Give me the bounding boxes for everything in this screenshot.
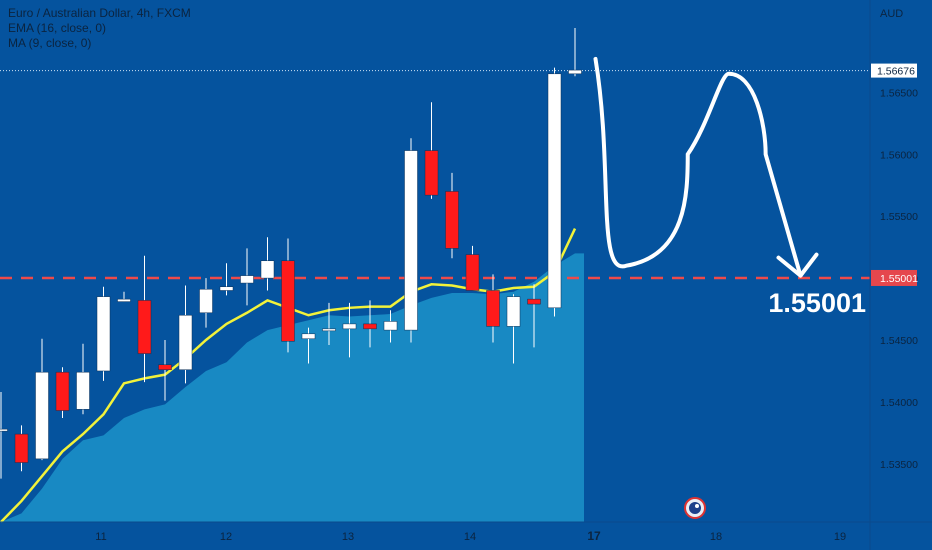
candle <box>383 310 398 343</box>
candle <box>404 138 418 343</box>
y-tick-label: 1.55500 <box>880 211 918 223</box>
y-tick-label: 1.56000 <box>880 149 918 161</box>
candles <box>0 28 582 479</box>
x-tick-label: 17 <box>587 529 601 543</box>
current-price-label: 1.56676 <box>877 66 915 78</box>
candle <box>568 28 582 77</box>
y-tick-label: 1.54500 <box>880 335 918 347</box>
chart-legend: Euro / Australian Dollar, 4h, FXCM EMA (… <box>8 6 191 51</box>
candle <box>322 302 336 345</box>
candle <box>178 285 193 384</box>
candle-body <box>76 371 90 410</box>
event-flag-icon <box>684 497 706 519</box>
x-tick-label: 19 <box>834 531 846 543</box>
candle <box>547 67 562 317</box>
target-label: 1.55001 <box>768 288 866 318</box>
candle <box>342 302 357 358</box>
candle <box>260 237 275 291</box>
candle <box>486 274 500 343</box>
candle-body <box>445 191 459 249</box>
candle <box>424 102 439 199</box>
candle-body <box>240 275 254 284</box>
candle <box>465 245 480 291</box>
time-axis: 11 12 13 14 17 18 19 <box>0 521 932 543</box>
x-tick-label: 13 <box>342 531 354 543</box>
candle-body <box>199 288 213 314</box>
candle-body <box>465 254 480 291</box>
candle-body <box>506 296 521 327</box>
ema-legend: EMA (16, close, 0) <box>8 21 107 35</box>
y-tick-label: 1.54000 <box>880 397 918 409</box>
symbol-title: Euro / Australian Dollar, 4h, FXCM <box>8 6 191 20</box>
candle-body <box>14 433 29 463</box>
candle <box>117 291 131 302</box>
candle-body <box>55 371 70 411</box>
candle <box>527 284 541 348</box>
candle-body <box>301 333 316 340</box>
candle-body <box>342 323 357 330</box>
candle <box>35 338 49 461</box>
y-tick-label: 1.56500 <box>880 87 918 99</box>
candle <box>158 340 172 401</box>
candle-body <box>547 73 562 309</box>
candle <box>240 248 254 306</box>
candle-body <box>363 323 377 330</box>
candle-body <box>35 371 49 460</box>
level-price-tag <box>871 269 917 286</box>
candle-body <box>137 300 152 354</box>
candle-body <box>158 364 172 370</box>
event-flag-inner <box>689 502 701 514</box>
forecast-arrowhead <box>776 252 819 278</box>
current-price-tag <box>871 63 917 78</box>
candle-body <box>486 290 500 327</box>
ma-legend: MA (9, close, 0) <box>8 36 92 50</box>
candle-body <box>322 328 336 332</box>
candle-body <box>404 150 418 331</box>
candle <box>281 238 295 353</box>
candle <box>506 294 521 364</box>
candle-body <box>527 298 541 305</box>
level-price-label: 1.55001 <box>880 273 918 285</box>
candle <box>96 286 111 381</box>
candle <box>219 263 234 296</box>
axis-currency: AUD <box>880 8 903 20</box>
x-tick-label: 14 <box>464 531 476 543</box>
candle <box>445 172 459 259</box>
y-tick-label: 1.53500 <box>880 459 918 471</box>
candle <box>363 300 377 348</box>
candle-body <box>568 69 582 75</box>
candle <box>14 425 29 472</box>
candle <box>76 343 90 415</box>
price-axis: AUD1.535001.540001.545001.550001.555001.… <box>869 0 918 550</box>
candle-body <box>383 321 398 331</box>
candle-body <box>178 314 193 370</box>
event-flag-dot <box>695 504 699 508</box>
x-tick-label: 11 <box>95 531 106 543</box>
x-tick-label: 18 <box>710 531 722 543</box>
candle <box>0 392 8 479</box>
candle <box>55 367 70 418</box>
candle-body <box>0 428 8 432</box>
candle-body <box>117 298 131 302</box>
candle-body <box>96 296 111 372</box>
candle-body <box>424 150 439 196</box>
ma-area <box>1 253 584 523</box>
candle-body <box>260 260 275 279</box>
candle <box>199 278 213 328</box>
candle-body <box>219 286 234 291</box>
candle <box>137 255 152 383</box>
x-tick-label: 12 <box>220 531 232 543</box>
forecast-curve <box>593 56 803 278</box>
candle-body <box>281 260 295 342</box>
candle <box>301 327 316 364</box>
